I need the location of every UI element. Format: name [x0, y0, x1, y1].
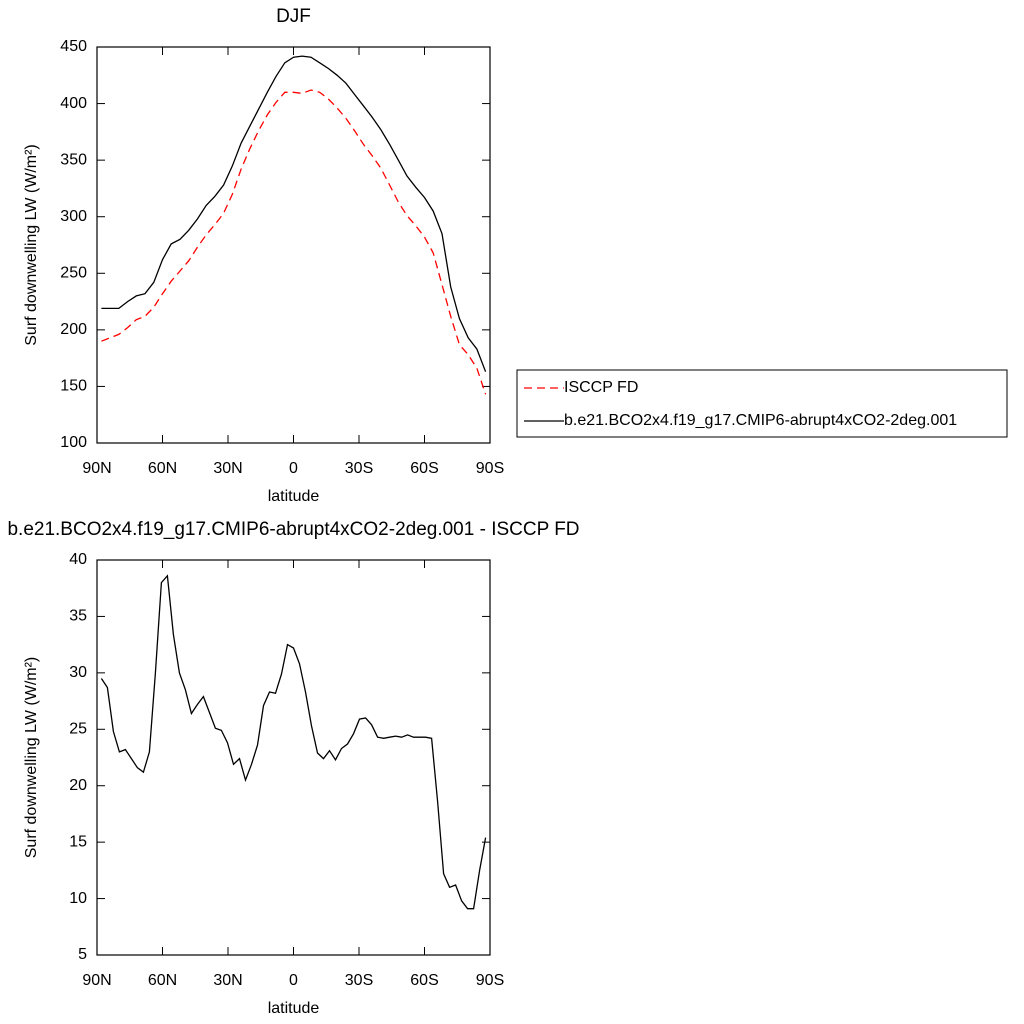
y-tick-label: 200 — [60, 321, 87, 338]
y-tick-label: 30 — [69, 664, 87, 681]
legend-label: ISCCP FD — [564, 379, 638, 396]
chart-title: DJF — [276, 6, 311, 27]
plot-frame — [96, 559, 491, 956]
x-tick-label: 60S — [410, 972, 438, 989]
y-tick-label: 10 — [69, 890, 87, 907]
data-line — [100, 574, 487, 910]
legend-label: b.e21.BCO2x4.f19_g17.CMIP6-abrupt4xCO2-2… — [564, 412, 957, 429]
y-tick-label: 450 — [60, 38, 87, 55]
y-tick-label: 5 — [78, 946, 87, 963]
y-tick-label: 40 — [69, 551, 87, 568]
x-axis-label: latitude — [268, 488, 320, 505]
y-tick-label: 350 — [60, 151, 87, 168]
y-axis-label: Surf downwelling LW (W/m²) — [23, 144, 40, 346]
x-tick-label: 60N — [148, 972, 177, 989]
x-axis-label: latitude — [268, 1000, 320, 1017]
y-tick-label: 15 — [69, 833, 87, 850]
x-tick-label: 90N — [82, 972, 111, 989]
x-tick-label: 0 — [289, 460, 298, 477]
y-tick-label: 25 — [69, 721, 87, 738]
x-tick-label: 30N — [213, 460, 242, 477]
plot-frame — [96, 46, 491, 444]
y-tick-label: 400 — [60, 95, 87, 112]
y-tick-label: 150 — [60, 378, 87, 395]
y-axis-label: Surf downwelling LW (W/m²) — [23, 657, 40, 859]
x-tick-label: 60N — [148, 460, 177, 477]
x-tick-label: 0 — [289, 972, 298, 989]
x-tick-label: 30S — [345, 460, 373, 477]
x-tick-label: 30N — [213, 972, 242, 989]
y-tick-label: 20 — [69, 777, 87, 794]
x-tick-label: 30S — [345, 972, 373, 989]
legend-box — [516, 369, 1008, 438]
y-tick-label: 300 — [60, 208, 87, 225]
x-tick-label: 90N — [82, 460, 111, 477]
y-tick-label: 35 — [69, 608, 87, 625]
y-tick-label: 250 — [60, 265, 87, 282]
data-line — [101, 89, 487, 395]
y-tick-label: 100 — [60, 434, 87, 451]
x-tick-label: 90S — [476, 460, 504, 477]
x-tick-label: 60S — [410, 460, 438, 477]
chart-title: b.e21.BCO2x4.f19_g17.CMIP6-abrupt4xCO2-2… — [7, 519, 579, 540]
x-tick-label: 90S — [476, 972, 504, 989]
data-line — [101, 55, 487, 372]
